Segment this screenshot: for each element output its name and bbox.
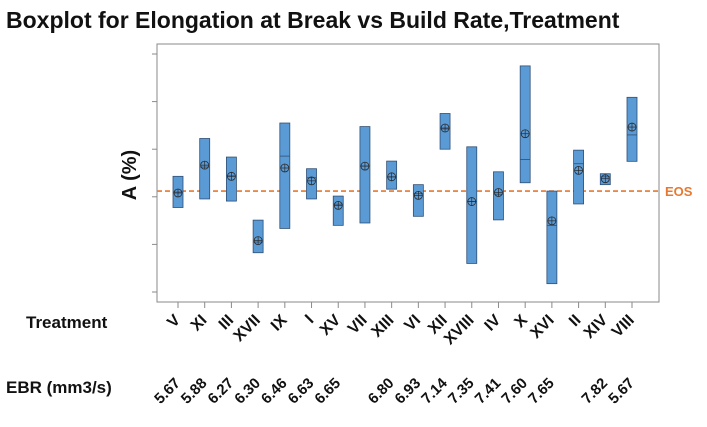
ebr-label: 6.46	[258, 375, 291, 408]
ebr-label: 6.93	[392, 375, 425, 408]
treatment-label-V: V	[164, 312, 184, 332]
ebr-label: 7.65	[525, 375, 558, 408]
treatment-label-XI: XI	[188, 312, 211, 335]
ebr-label: 5.67	[151, 375, 184, 408]
ebr-label: 5.67	[605, 375, 638, 408]
treatment-label-XV: XV	[317, 312, 344, 339]
treatment-label-VIII: VIII	[609, 312, 638, 341]
y-axis-label: A (%)	[119, 150, 141, 200]
ebr-label: 6.30	[231, 375, 264, 408]
eos-reference-label: EOS	[665, 184, 693, 199]
ebr-tick-labels: 5.675.886.276.306.466.636.65 6.806.937.14…	[151, 374, 638, 407]
treatment-label-XVI: XVI	[527, 312, 557, 342]
ebr-label: 6.63	[285, 375, 318, 408]
ebr-label: 7.60	[498, 375, 531, 408]
ebr-label: 7.82	[578, 375, 611, 408]
ebr-label: 7.35	[445, 375, 478, 408]
ebr-label: 6.65	[311, 375, 344, 408]
treatment-label-XIV: XIV	[581, 312, 611, 342]
box-group	[172, 65, 638, 285]
ebr-label: 7.14	[418, 374, 451, 407]
treatment-label-I: I	[302, 312, 317, 327]
box-XVI	[546, 190, 558, 285]
x-axis-ticks	[177, 302, 633, 308]
ebr-label: 5.88	[178, 375, 211, 408]
treatment-label-XVIII: XVIII	[441, 312, 478, 349]
ebr-row-label: EBR (mm3/s)	[6, 378, 112, 397]
treatment-label-VII: VII	[345, 312, 371, 338]
treatment-label-IV: IV	[482, 312, 505, 335]
treatment-label-II: II	[566, 312, 584, 330]
box-VII	[359, 126, 371, 224]
box-X	[519, 65, 531, 184]
treatment-label-IX: IX	[268, 312, 291, 335]
ebr-label: 6.27	[205, 375, 238, 408]
treatment-row-label: Treatment	[26, 313, 108, 332]
box-II	[573, 149, 584, 205]
y-axis-ticks	[152, 53, 157, 293]
treatment-label-XVII: XVII	[231, 312, 264, 345]
ebr-label: 6.80	[365, 375, 398, 408]
box-XV	[332, 195, 344, 226]
chart-title: Boxplot for Elongation at Break vs Build…	[6, 7, 620, 33]
treatment-label-VI: VI	[401, 312, 424, 335]
box-IX	[279, 122, 291, 229]
treatment-label-XIII: XIII	[368, 312, 397, 341]
box-VI	[412, 184, 424, 217]
ebr-label: 7.41	[472, 375, 505, 408]
